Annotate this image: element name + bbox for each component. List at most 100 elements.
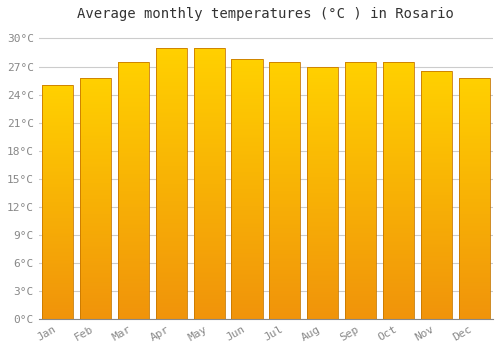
Bar bbox=[118, 178, 149, 179]
Bar bbox=[80, 292, 111, 293]
Bar bbox=[307, 252, 338, 254]
Bar bbox=[80, 196, 111, 197]
Bar bbox=[383, 285, 414, 286]
Bar bbox=[421, 143, 452, 145]
Bar bbox=[118, 63, 149, 64]
Bar bbox=[421, 190, 452, 191]
Bar bbox=[194, 275, 224, 276]
Bar bbox=[270, 183, 300, 184]
Bar bbox=[156, 99, 187, 101]
Bar bbox=[194, 70, 224, 71]
Bar bbox=[194, 229, 224, 230]
Bar bbox=[118, 192, 149, 193]
Bar bbox=[156, 163, 187, 164]
Bar bbox=[156, 185, 187, 186]
Bar bbox=[345, 310, 376, 312]
Bar bbox=[194, 234, 224, 235]
Bar bbox=[118, 173, 149, 174]
Bar bbox=[307, 149, 338, 150]
Bar bbox=[118, 115, 149, 116]
Bar bbox=[458, 150, 490, 152]
Bar bbox=[421, 226, 452, 228]
Bar bbox=[118, 291, 149, 292]
Bar bbox=[194, 182, 224, 184]
Bar bbox=[307, 275, 338, 276]
Bar bbox=[194, 222, 224, 223]
Bar bbox=[42, 144, 74, 145]
Bar bbox=[194, 253, 224, 254]
Bar bbox=[345, 196, 376, 197]
Bar bbox=[307, 165, 338, 166]
Bar bbox=[307, 248, 338, 250]
Bar bbox=[80, 121, 111, 122]
Bar bbox=[307, 218, 338, 219]
Bar bbox=[458, 165, 490, 166]
Bar bbox=[421, 84, 452, 85]
Bar bbox=[458, 254, 490, 256]
Bar bbox=[118, 307, 149, 308]
Bar bbox=[118, 258, 149, 259]
Bar bbox=[42, 113, 74, 114]
Bar bbox=[80, 316, 111, 317]
Bar bbox=[80, 222, 111, 223]
Bar bbox=[421, 113, 452, 115]
Bar bbox=[156, 231, 187, 232]
Bar bbox=[42, 308, 74, 309]
Bar bbox=[307, 270, 338, 271]
Bar bbox=[156, 89, 187, 90]
Bar bbox=[42, 168, 74, 169]
Bar bbox=[194, 318, 224, 320]
Bar bbox=[421, 243, 452, 244]
Bar bbox=[118, 144, 149, 146]
Bar bbox=[383, 180, 414, 182]
Bar bbox=[345, 301, 376, 303]
Bar bbox=[458, 286, 490, 287]
Bar bbox=[194, 289, 224, 291]
Bar bbox=[118, 259, 149, 260]
Bar bbox=[156, 102, 187, 104]
Bar bbox=[232, 296, 262, 297]
Bar bbox=[345, 111, 376, 112]
Bar bbox=[270, 161, 300, 162]
Bar bbox=[80, 310, 111, 311]
Bar bbox=[156, 265, 187, 266]
Bar bbox=[80, 253, 111, 254]
Bar bbox=[270, 191, 300, 192]
Bar bbox=[421, 90, 452, 91]
Bar bbox=[232, 196, 262, 197]
Bar bbox=[421, 82, 452, 84]
Bar bbox=[194, 169, 224, 170]
Bar bbox=[80, 108, 111, 109]
Bar bbox=[42, 302, 74, 303]
Bar bbox=[383, 136, 414, 138]
Bar bbox=[307, 187, 338, 188]
Bar bbox=[194, 91, 224, 93]
Bar bbox=[156, 214, 187, 215]
Bar bbox=[345, 295, 376, 296]
Bar bbox=[194, 220, 224, 222]
Bar bbox=[270, 236, 300, 237]
Bar bbox=[270, 77, 300, 79]
Bar bbox=[194, 254, 224, 256]
Bar bbox=[232, 75, 262, 76]
Bar bbox=[345, 193, 376, 195]
Bar bbox=[118, 70, 149, 71]
Bar bbox=[42, 148, 74, 150]
Bar bbox=[80, 259, 111, 260]
Bar bbox=[42, 189, 74, 191]
Bar bbox=[80, 133, 111, 134]
Bar bbox=[458, 148, 490, 149]
Bar bbox=[270, 102, 300, 103]
Bar bbox=[345, 271, 376, 272]
Bar bbox=[118, 286, 149, 287]
Bar bbox=[194, 148, 224, 150]
Bar bbox=[345, 102, 376, 103]
Bar bbox=[345, 77, 376, 79]
Bar bbox=[421, 194, 452, 195]
Bar bbox=[80, 254, 111, 256]
Bar bbox=[42, 90, 74, 91]
Bar bbox=[383, 149, 414, 151]
Bar bbox=[156, 82, 187, 83]
Bar bbox=[307, 159, 338, 160]
Bar bbox=[156, 60, 187, 61]
